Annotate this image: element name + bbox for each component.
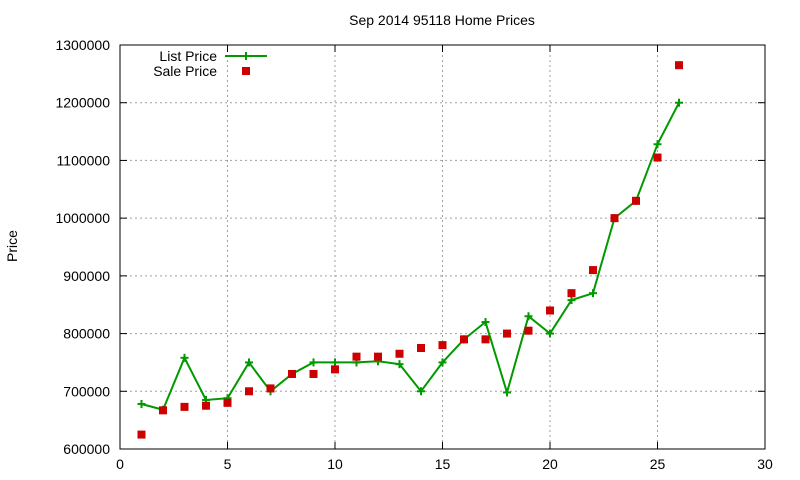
tick-labels: 0 5 10 15 20 25 30 600000 700000 800000 900000 1000…	[55, 37, 773, 472]
list-price-point	[567, 296, 576, 305]
sale-price-point	[567, 289, 576, 298]
list-price-point	[395, 360, 404, 369]
sale-price-point	[137, 430, 146, 439]
legend-swatch-sale-price	[242, 67, 250, 75]
list-price-point	[653, 140, 662, 149]
sale-price-point	[223, 398, 232, 407]
series	[137, 61, 683, 439]
sale-price-point	[180, 402, 189, 411]
sale-price-point	[266, 384, 275, 393]
legend: List Price Sale Price	[153, 48, 267, 79]
x-tick-label: 5	[224, 456, 232, 472]
list-price-point	[309, 358, 318, 367]
sale-price-point	[374, 352, 382, 361]
list-price-point	[438, 358, 447, 367]
sale-price-point	[352, 352, 361, 361]
x-tick-label: 30	[757, 456, 773, 472]
y-tick-label: 1300000	[55, 37, 110, 53]
y-axis-label: Price	[4, 230, 20, 262]
sale-price-point	[159, 406, 167, 415]
sale-price-point	[395, 349, 404, 358]
list-price-point	[546, 329, 554, 338]
list-price-point	[331, 358, 339, 367]
list-price-point	[245, 358, 253, 367]
sale-price-point	[460, 335, 468, 344]
x-tick-label: 15	[435, 456, 451, 472]
sale-price-point	[331, 365, 339, 374]
list-price-point	[675, 98, 683, 107]
list-price-point	[417, 387, 425, 396]
list-price-point	[137, 399, 146, 408]
sale-price-point	[546, 306, 554, 315]
list-price-point	[180, 353, 189, 362]
sale-price-point	[309, 369, 318, 378]
sale-price-point	[481, 335, 490, 344]
sale-price-point	[653, 153, 662, 162]
grid	[120, 45, 765, 449]
sale-price-point	[438, 341, 447, 350]
tick-marks	[119, 44, 766, 450]
sale-price-point	[589, 266, 597, 275]
y-tick-label: 1200000	[55, 95, 110, 111]
chart-title: Sep 2014 95118 Home Prices	[349, 12, 535, 28]
legend-swatch-list-price	[225, 52, 267, 60]
list-price-point	[481, 318, 490, 327]
legend-plus-marker	[242, 52, 250, 60]
list-price-point	[524, 312, 533, 321]
sale-price-point	[675, 61, 683, 70]
y-tick-label: 700000	[63, 383, 110, 399]
sale-price-point	[202, 401, 210, 410]
sale-price-point	[610, 214, 619, 223]
sale-price-point	[503, 329, 511, 338]
sale-price-point	[417, 344, 425, 352]
sale-price-point	[632, 196, 640, 205]
sale-price-point	[288, 369, 296, 378]
sale-price-point	[245, 387, 253, 396]
y-tick-label: 1100000	[57, 152, 111, 168]
sale-price-point	[524, 326, 533, 335]
y-tick-label: 1000000	[55, 210, 110, 226]
series-line-list-price	[141, 102, 680, 411]
list-price-point	[589, 289, 597, 298]
y-tick-label: 600000	[63, 441, 110, 457]
legend-label-sale-price: Sale Price	[153, 63, 217, 79]
y-tick-label: 800000	[63, 326, 110, 342]
x-tick-label: 10	[327, 456, 343, 472]
list-price-point	[503, 388, 511, 397]
x-tick-label: 25	[650, 456, 666, 472]
y-tick-label: 900000	[63, 268, 110, 284]
legend-square-marker	[242, 67, 250, 75]
x-tick-label: 0	[116, 456, 124, 472]
legend-label-list-price: List Price	[159, 48, 217, 64]
x-tick-label: 20	[542, 456, 558, 472]
